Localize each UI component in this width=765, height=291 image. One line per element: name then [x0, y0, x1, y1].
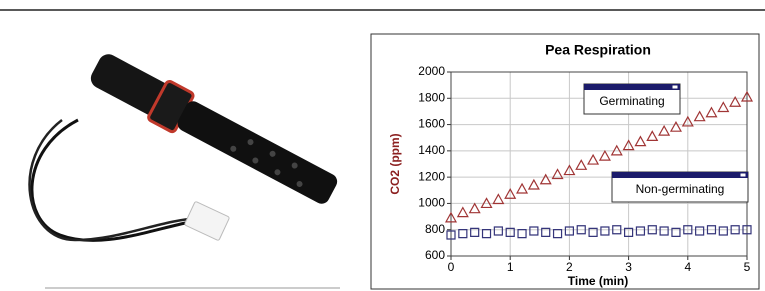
page: Pea Respiration CO2 (ppm) Time (min) 600…: [0, 0, 765, 291]
y-tick-label: 1400: [418, 143, 445, 157]
x-tick-label: 5: [744, 260, 751, 274]
x-tick-label: 1: [507, 260, 514, 274]
y-tick-label: 800: [425, 222, 445, 236]
sensor-photo: [30, 47, 343, 241]
y-tick-label: 1800: [418, 90, 445, 104]
x-tick-label: 3: [625, 260, 632, 274]
chart-title: Pea Respiration: [545, 42, 651, 58]
x-tick-label: 0: [448, 260, 455, 274]
y-tick-label: 1000: [418, 196, 445, 210]
legend-box: Germinating: [584, 84, 680, 114]
y-tick-label: 2000: [418, 64, 445, 78]
legend-label: Non-germinating: [636, 182, 725, 196]
legend-titlebar: [584, 84, 680, 90]
x-axis-label: Time (min): [568, 274, 628, 288]
screen: Pea Respiration CO2 (ppm) Time (min) 600…: [0, 0, 765, 291]
y-tick-label: 600: [425, 248, 445, 262]
x-tick-label: 2: [566, 260, 573, 274]
legend-button: [740, 173, 746, 177]
legend-box: Non-germinating: [612, 172, 748, 202]
legend-button: [672, 85, 678, 89]
legend-titlebar: [612, 172, 748, 178]
y-tick-label: 1600: [418, 117, 445, 131]
y-axis-label: CO2 (ppm): [388, 133, 402, 194]
y-tick-label: 1200: [418, 169, 445, 183]
x-tick-label: 4: [684, 260, 691, 274]
legend-label: Germinating: [599, 94, 664, 108]
